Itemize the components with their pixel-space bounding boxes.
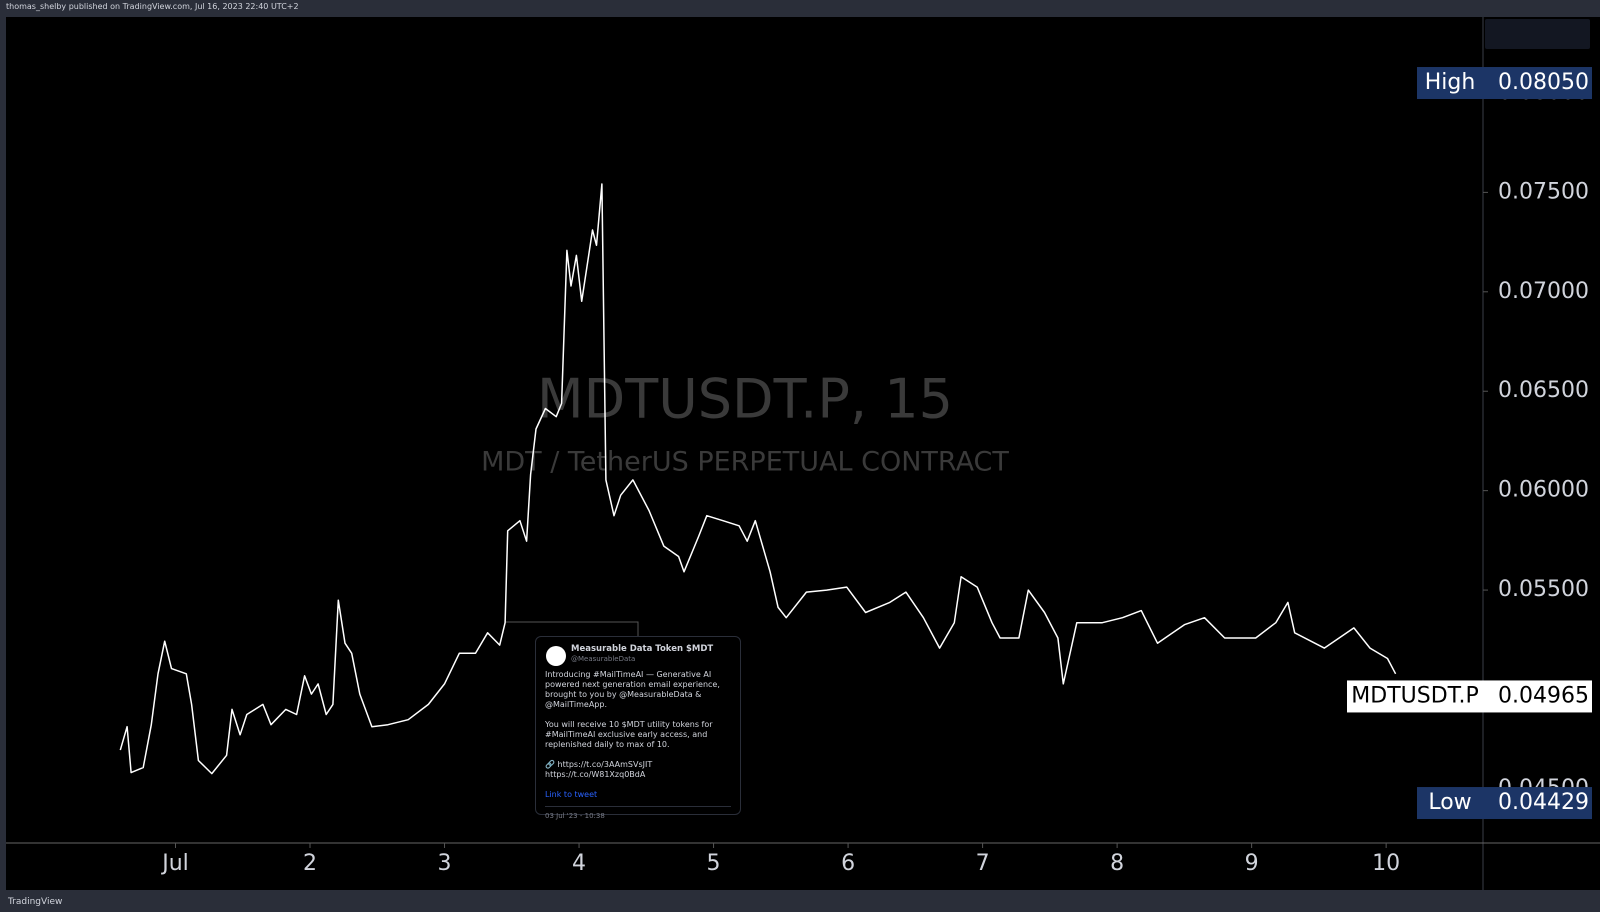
tweet-text: You will receive 10 $MDT utility tokens … — [545, 720, 713, 749]
price-badge-label: 0.08050 — [1498, 70, 1589, 95]
tweet-avatar — [546, 646, 566, 666]
x-tick-label: 10 — [1372, 851, 1400, 876]
x-tick-label: 6 — [841, 851, 855, 876]
y-tick-label: 0.06000 — [1498, 478, 1589, 503]
price-badge-name-box — [1417, 67, 1483, 100]
tweet-connector — [505, 621, 639, 636]
x-tick-label: Jul — [160, 851, 189, 876]
tweet-link[interactable]: Link to tweet — [545, 790, 598, 799]
y-tick-label: 0.05500 — [1498, 577, 1589, 602]
tweet-handle: @MeasurableData — [571, 655, 636, 663]
footer: TradingView — [8, 897, 63, 907]
x-tick-label: 7 — [976, 851, 990, 876]
price-badge — [1483, 680, 1592, 713]
x-tick-label: 9 — [1245, 851, 1259, 876]
price-badge-name: High — [1425, 70, 1476, 95]
axis-button[interactable] — [1485, 19, 1590, 49]
price-line — [119, 183, 1397, 775]
header: thomas_shelby published on TradingView.c… — [6, 2, 299, 11]
tweet-card[interactable]: Measurable Data Token $MDT @MeasurableDa… — [535, 636, 741, 820]
chart-background — [6, 17, 1600, 890]
price-badge — [1483, 67, 1592, 100]
x-tick-label: 2 — [303, 851, 317, 876]
y-tick-label: 0.07500 — [1498, 179, 1589, 204]
price-badge-name-box — [1417, 787, 1483, 820]
x-tick-label: 8 — [1110, 851, 1124, 876]
x-tick-label: 3 — [438, 851, 452, 876]
y-tick-label: 0.07000 — [1498, 279, 1589, 304]
price-badge-name: MDTUSDT.P — [1351, 683, 1478, 708]
tweet-author: Measurable Data Token $MDT — [571, 644, 714, 654]
watermark-title: MDTUSDT.P, 15 — [537, 368, 953, 431]
chart: MDTUSDT.P, 15 MDT / TetherUS PERPETUAL C… — [6, 17, 1600, 890]
price-badge-label: 0.04429 — [1498, 790, 1589, 815]
x-tick-label: 4 — [572, 851, 586, 876]
price-badge — [1483, 787, 1592, 820]
tweet-text: Introducing #MailTimeAI — Generative AI … — [545, 670, 720, 709]
tweet-date: 03 Jul '23 - 10:38 — [545, 806, 731, 821]
watermark-subtitle: MDT / TetherUS PERPETUAL CONTRACT — [481, 447, 1009, 478]
price-badge-name: Low — [1428, 790, 1471, 815]
price-badge-label: 0.04965 — [1498, 683, 1589, 708]
tweet-text: 🔗 https://t.co/3AAmSVsJIT https://t.co/W… — [545, 760, 653, 779]
x-tick-label: 5 — [707, 851, 721, 876]
price-badge-name-box — [1347, 680, 1483, 713]
y-tick-label: 0.06500 — [1498, 378, 1589, 403]
